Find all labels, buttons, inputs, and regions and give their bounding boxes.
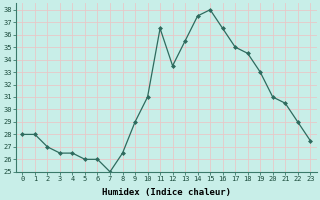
- X-axis label: Humidex (Indice chaleur): Humidex (Indice chaleur): [102, 188, 231, 197]
